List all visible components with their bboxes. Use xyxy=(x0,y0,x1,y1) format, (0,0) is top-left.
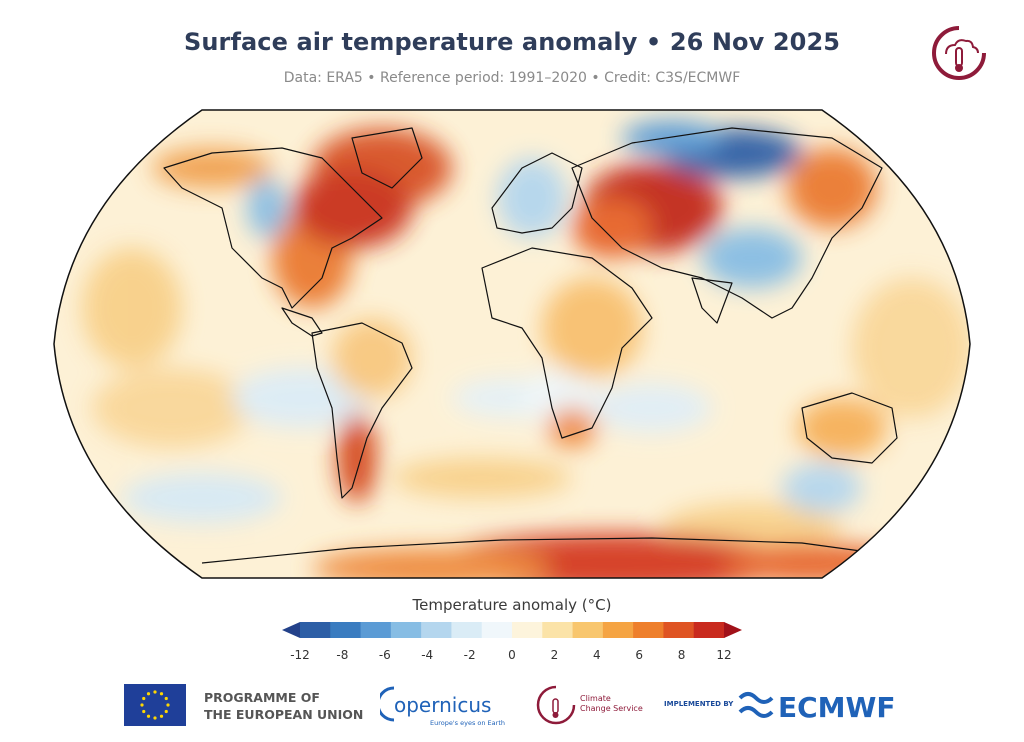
anomaly-map xyxy=(53,109,971,579)
eu-star-icon xyxy=(153,716,157,720)
colorbar-tick-label: -2 xyxy=(463,648,476,662)
c3s-footer-logo: Climate Change Service xyxy=(536,685,643,725)
implemented-by-label: IMPLEMENTED BY xyxy=(664,700,734,708)
ecmwf-wordmark: ECMWF xyxy=(778,691,896,722)
ecmwf-logo: ECMWF xyxy=(738,691,896,722)
colorbar-swatch xyxy=(451,622,483,638)
c3s-line-2: Change Service xyxy=(580,704,643,713)
colorbar-swatch xyxy=(512,622,543,638)
eu-star-icon xyxy=(142,696,146,701)
colorbar-tick-label: 2 xyxy=(550,648,559,662)
eu-star-icon xyxy=(164,709,168,714)
eu-line-2: THE EUROPEAN UNION xyxy=(204,707,364,722)
colorbar-swatch xyxy=(282,622,300,638)
colorbar-tick-label: 8 xyxy=(677,648,686,662)
copernicus-logo: opernicus Europe's eyes on Earth xyxy=(380,686,505,727)
colorbar-swatch xyxy=(572,622,604,638)
colorbar-tick-label: 4 xyxy=(592,648,601,662)
colorbar-tick-label: -8 xyxy=(336,648,349,662)
eu-flag-icon xyxy=(124,684,186,726)
colorbar-swatch xyxy=(542,622,574,638)
eu-star-icon xyxy=(153,690,157,694)
colorbar-swatch xyxy=(602,622,634,638)
colorbar-swatch xyxy=(330,622,362,638)
colorbar-swatch xyxy=(481,622,513,638)
colorbar-tick-label: -12 xyxy=(290,648,310,662)
colorbar-swatch xyxy=(663,622,695,638)
colorbar-title: Temperature anomaly (°C) xyxy=(412,596,612,614)
colorbar-tick-label: -6 xyxy=(378,648,391,662)
eu-star-icon xyxy=(166,703,170,707)
colorbar-swatch xyxy=(724,622,742,638)
copernicus-wordmark: opernicus xyxy=(394,693,491,717)
map-title: Surface air temperature anomaly • 26 Nov… xyxy=(183,28,841,56)
map-subtitle: Data: ERA5 • Reference period: 1991–2020… xyxy=(283,70,741,86)
colorbar-tick-label: -4 xyxy=(421,648,434,662)
eu-star-icon xyxy=(146,692,151,696)
eu-star-icon xyxy=(164,696,168,701)
eu-star-icon xyxy=(159,714,164,718)
eu-star-icon xyxy=(140,703,144,707)
colorbar-swatch xyxy=(693,622,725,638)
eu-star-icon xyxy=(142,709,146,714)
colorbar-swatch xyxy=(300,622,331,638)
eu-programme-label: PROGRAMME OF THE EUROPEAN UNION xyxy=(204,689,363,723)
colorbar-swatch xyxy=(360,622,392,638)
eu-star-icon xyxy=(146,714,151,718)
c3s-logo-icon xyxy=(932,26,986,80)
colorbar-swatch xyxy=(421,622,452,638)
copernicus-tagline: Europe's eyes on Earth xyxy=(430,719,505,727)
colorbar xyxy=(282,622,742,638)
eu-star-icon xyxy=(159,692,164,696)
eu-line-1: PROGRAMME OF xyxy=(204,690,320,705)
colorbar-tick-label: 0 xyxy=(508,648,516,662)
c3s-line-1: Climate xyxy=(580,694,611,703)
colorbar-tick-label: 6 xyxy=(635,648,643,662)
colorbar-swatch xyxy=(390,622,422,638)
colorbar-swatch xyxy=(633,622,664,638)
colorbar-tick-label: 12 xyxy=(716,648,732,662)
